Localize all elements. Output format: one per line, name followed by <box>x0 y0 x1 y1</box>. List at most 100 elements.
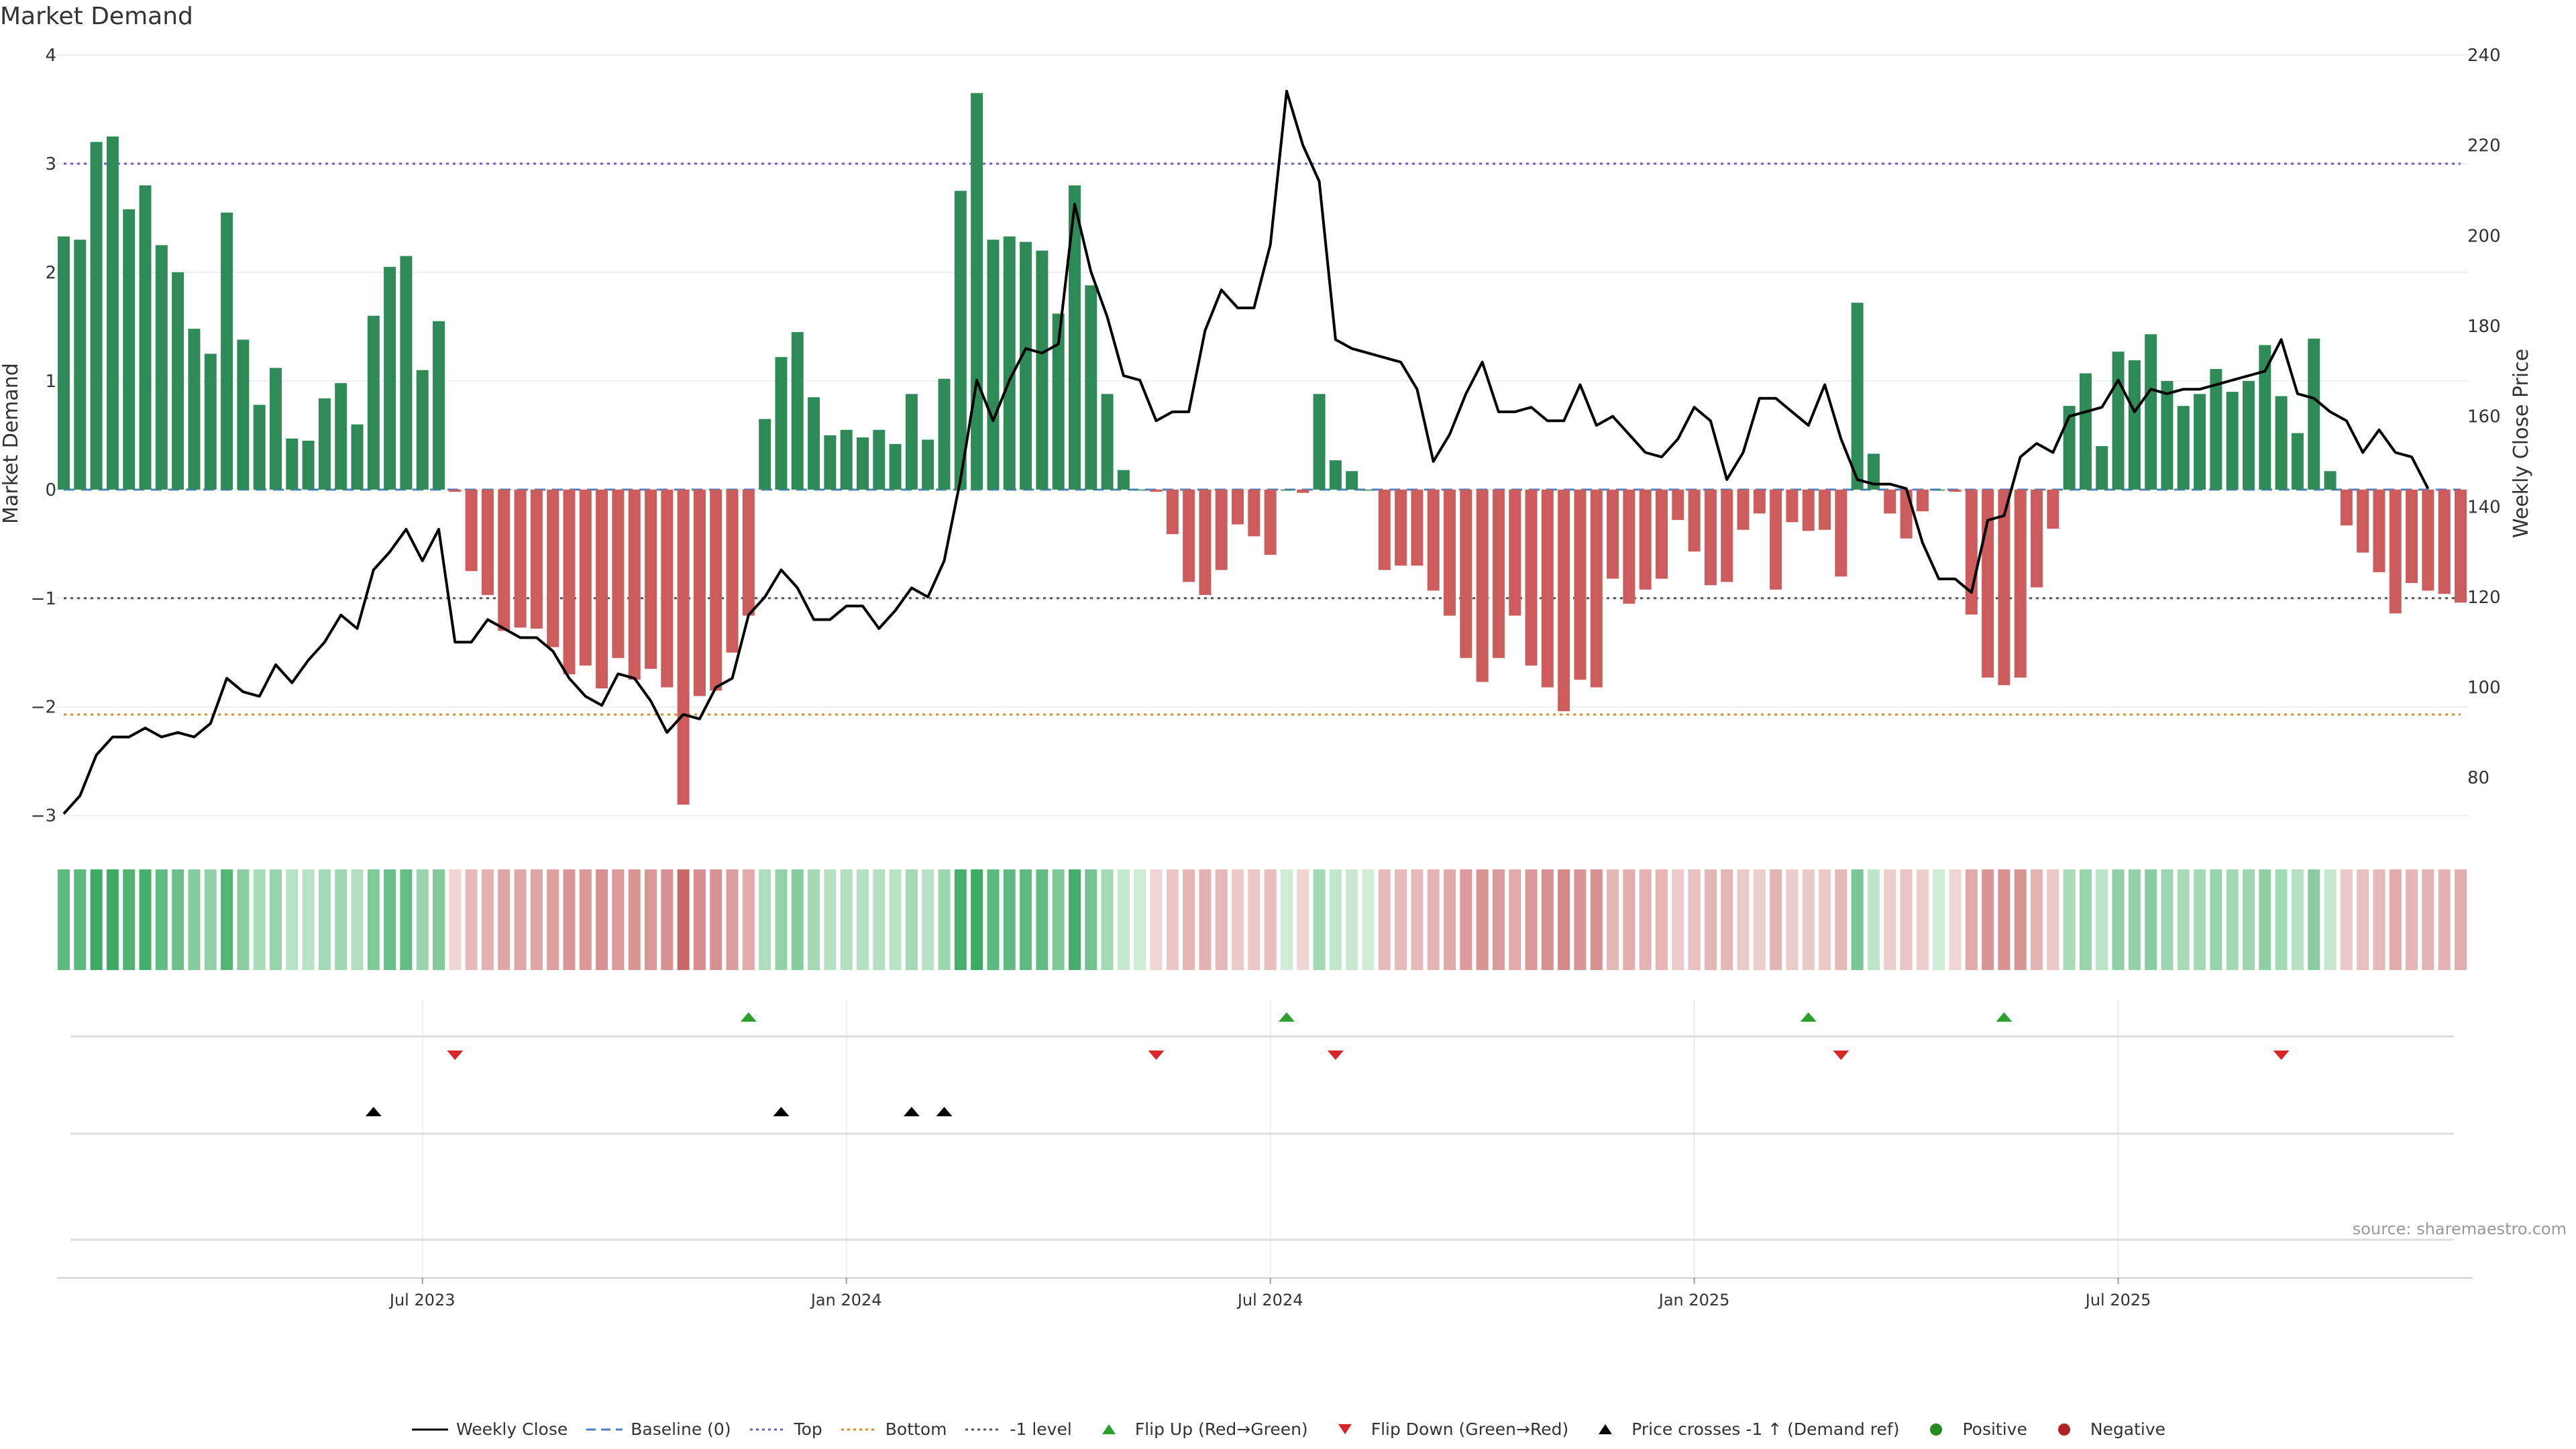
heat-cell <box>2194 869 2206 970</box>
heat-cell <box>726 869 739 970</box>
demand-bar <box>58 236 70 490</box>
heat-cell <box>2455 869 2467 970</box>
heat-cell <box>367 869 380 970</box>
y-right-tick-label: 120 <box>2467 588 2501 608</box>
demand-bar <box>2177 406 2190 490</box>
legend-label: -1 level <box>1010 1419 1072 1439</box>
legend-item: Baseline (0) <box>585 1419 731 1439</box>
x-tick-label: Jan 2024 <box>810 1291 882 1309</box>
heat-cell <box>1623 869 1635 970</box>
heat-cell <box>1541 869 1554 970</box>
demand-bar <box>1117 470 1130 490</box>
heat-cell <box>481 869 494 970</box>
demand-bar <box>286 438 299 490</box>
heat-cell <box>1851 869 1864 970</box>
legend-swatch <box>586 1428 623 1430</box>
demand-bar <box>416 370 429 490</box>
heat-cell <box>1150 869 1163 970</box>
demand-bar <box>1395 489 1407 566</box>
demand-bar <box>106 136 119 490</box>
demand-bar <box>2438 489 2451 594</box>
demand-bar <box>1248 489 1260 537</box>
demand-bar <box>367 315 380 490</box>
demand-bar <box>1280 489 1293 491</box>
legend-item: Top <box>749 1419 822 1439</box>
demand-bar <box>742 489 755 616</box>
legend-label: Bottom <box>885 1419 947 1439</box>
y-right-tick-label: 160 <box>2467 407 2501 427</box>
heat-cell <box>661 869 674 970</box>
heat-cell <box>938 869 951 970</box>
demand-bar <box>1329 460 1342 490</box>
demand-bar <box>1704 489 1717 586</box>
heat-cell <box>987 869 1000 970</box>
demand-bar <box>1362 489 1375 491</box>
heat-cell <box>1737 869 1750 970</box>
x-tick-label: Jul 2024 <box>1236 1291 1303 1309</box>
price-line <box>62 89 2430 815</box>
demand-bar <box>1313 394 1326 490</box>
demand-bar <box>987 239 1000 490</box>
demand-bar <box>1264 489 1277 555</box>
demand-bar <box>2422 489 2434 591</box>
demand-bar <box>2455 489 2467 603</box>
heat-cell <box>514 869 527 970</box>
y-tick-label: 1 <box>45 372 56 392</box>
demand-bar <box>775 357 788 490</box>
demand-bar <box>2194 394 2206 490</box>
heat-cell <box>1232 869 1244 970</box>
heat-cell <box>1574 869 1587 970</box>
heat-cell <box>1819 869 1831 970</box>
demand-bar <box>857 437 869 490</box>
demand-bar <box>1558 489 1570 712</box>
heat-cell <box>1949 869 1962 970</box>
heat-cell <box>759 869 771 970</box>
demand-bars <box>58 93 2467 805</box>
demand-bar <box>269 368 282 490</box>
heat-cell <box>286 869 299 970</box>
heat-cell <box>1411 869 1424 970</box>
demand-bar <box>1574 489 1587 680</box>
x-tick-label: Jul 2025 <box>2084 1291 2151 1309</box>
demand-bar <box>1411 489 1424 566</box>
demand-bar <box>123 209 136 490</box>
heat-cell <box>2145 869 2157 970</box>
legend-item: Flip Up (Red→Green) <box>1089 1419 1308 1439</box>
demand-bar <box>1509 489 1521 616</box>
price-cross-marker <box>936 1107 953 1116</box>
demand-bar <box>253 405 266 490</box>
heat-cell <box>1884 869 1896 970</box>
heat-cell <box>808 869 820 970</box>
demand-bar <box>938 378 951 490</box>
heat-cell <box>1085 869 1097 970</box>
demand-bar <box>1036 250 1049 490</box>
demand-bar <box>628 489 641 680</box>
legend-item: Positive <box>1917 1419 2027 1439</box>
y-right-tick-label: 100 <box>2467 678 2501 698</box>
x-tick-label: Jul 2023 <box>388 1291 455 1309</box>
heat-cell <box>1183 869 1195 970</box>
heat-cell <box>433 869 445 970</box>
heat-cell <box>677 869 690 970</box>
heat-cell <box>775 869 788 970</box>
heat-cell <box>1558 869 1570 970</box>
demand-bar <box>2275 396 2288 490</box>
legend-label: Negative <box>2090 1419 2166 1439</box>
heat-cell <box>2308 869 2320 970</box>
legend-swatch <box>965 1428 1002 1430</box>
heat-cell <box>2389 869 2402 970</box>
heat-cell <box>351 869 364 970</box>
flip-up-marker <box>1800 1012 1817 1022</box>
y-right-tick-label: 200 <box>2467 226 2501 246</box>
heat-cell <box>1362 869 1375 970</box>
demand-bar <box>139 185 152 490</box>
heat-cell <box>1427 869 1440 970</box>
demand-bar <box>221 212 233 490</box>
heat-cell <box>612 869 625 970</box>
heat-cell <box>1068 869 1081 970</box>
demand-bar <box>1900 489 1913 539</box>
demand-bar <box>2373 489 2385 572</box>
legend-label: Weekly Close <box>455 1419 568 1439</box>
demand-bar <box>1085 285 1097 490</box>
